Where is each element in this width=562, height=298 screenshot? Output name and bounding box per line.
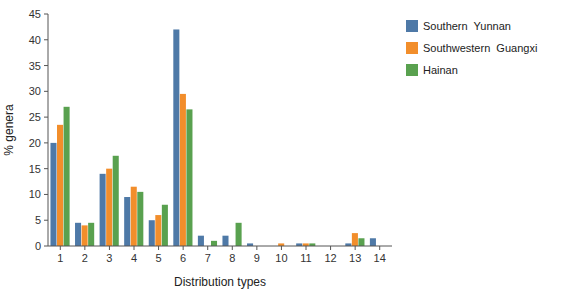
bar bbox=[113, 156, 119, 246]
x-tick-label: 1 bbox=[57, 252, 63, 264]
chart: 0510152025303540451234567891011121314Dis… bbox=[0, 0, 562, 298]
x-tick-label: 4 bbox=[131, 252, 137, 264]
x-tick-label: 11 bbox=[300, 252, 311, 264]
y-tick-label: 10 bbox=[29, 188, 41, 200]
x-tick bbox=[60, 246, 61, 250]
bar bbox=[358, 238, 364, 246]
x-tick-label: 9 bbox=[254, 252, 260, 264]
y-tick bbox=[44, 168, 48, 169]
y-axis bbox=[48, 14, 49, 246]
y-tick bbox=[44, 142, 48, 143]
x-tick-label: 8 bbox=[229, 252, 235, 264]
bar bbox=[106, 169, 112, 246]
y-tick-label: 0 bbox=[35, 240, 41, 252]
y-tick-label: 45 bbox=[29, 8, 41, 20]
bar bbox=[131, 187, 137, 246]
bar bbox=[82, 225, 88, 246]
bar bbox=[211, 241, 217, 246]
legend-swatch bbox=[406, 20, 418, 32]
x-tick-label: 10 bbox=[275, 252, 287, 264]
y-axis-label: % genera bbox=[2, 104, 16, 156]
bar bbox=[75, 223, 81, 246]
legend: Southern Yunnan Southwestern Guangxi Haina… bbox=[406, 20, 537, 76]
x-tick bbox=[109, 246, 110, 250]
y-tick bbox=[44, 91, 48, 92]
bar bbox=[198, 236, 204, 246]
x-tick-label: 3 bbox=[106, 252, 112, 264]
x-tick bbox=[232, 246, 233, 250]
y-tick-label: 35 bbox=[29, 60, 41, 72]
y-tick-label: 15 bbox=[29, 163, 41, 175]
bar bbox=[64, 107, 70, 246]
bar bbox=[88, 223, 94, 246]
x-tick bbox=[84, 246, 85, 250]
bar bbox=[100, 174, 106, 246]
bar bbox=[149, 220, 155, 246]
legend-label: Southwestern Guangxi bbox=[423, 42, 537, 54]
bars bbox=[50, 29, 375, 246]
y-tick-label: 5 bbox=[35, 214, 41, 226]
bar bbox=[222, 236, 228, 246]
y-tick bbox=[44, 39, 48, 40]
bar bbox=[180, 94, 186, 246]
x-tick bbox=[306, 246, 307, 250]
x-tick bbox=[281, 246, 282, 250]
x-tick-label: 5 bbox=[156, 252, 162, 264]
bar bbox=[236, 223, 242, 246]
x-tick bbox=[355, 246, 356, 250]
bar bbox=[173, 29, 179, 246]
x-tick bbox=[379, 246, 380, 250]
legend-swatch bbox=[406, 42, 418, 54]
x-tick bbox=[183, 246, 184, 250]
x-tick bbox=[256, 246, 257, 250]
x-tick-label: 6 bbox=[180, 252, 186, 264]
y-tick-label: 25 bbox=[29, 111, 41, 123]
y-tick-label: 40 bbox=[29, 34, 41, 46]
x-tick-label: 13 bbox=[349, 252, 361, 264]
x-tick-label: 7 bbox=[205, 252, 211, 264]
x-axis-label: Distribution types bbox=[174, 275, 266, 289]
y-tick-label: 20 bbox=[29, 137, 41, 149]
y-tick bbox=[44, 65, 48, 66]
y-tick bbox=[44, 194, 48, 195]
x-tick bbox=[330, 246, 331, 250]
x-axis bbox=[48, 246, 392, 247]
x-tick bbox=[207, 246, 208, 250]
y-tick bbox=[44, 117, 48, 118]
y-tick bbox=[44, 246, 48, 247]
y-tick bbox=[44, 14, 48, 15]
bar bbox=[370, 238, 376, 246]
x-tick-label: 12 bbox=[324, 252, 336, 264]
bar bbox=[124, 197, 130, 246]
x-tick bbox=[158, 246, 159, 250]
bar bbox=[50, 143, 56, 246]
bar bbox=[162, 205, 168, 246]
y-tick-label: 30 bbox=[29, 85, 41, 97]
legend-label: Hainan bbox=[423, 64, 458, 76]
bar bbox=[57, 125, 63, 246]
x-tick bbox=[134, 246, 135, 250]
y-tick bbox=[44, 220, 48, 221]
legend-swatch bbox=[406, 64, 418, 76]
x-tick-label: 14 bbox=[374, 252, 386, 264]
bar bbox=[352, 233, 358, 246]
bar bbox=[155, 215, 161, 246]
bar bbox=[137, 192, 143, 246]
x-tick-label: 2 bbox=[82, 252, 88, 264]
legend-label: Southern Yunnan bbox=[423, 20, 511, 32]
bar bbox=[186, 109, 192, 246]
